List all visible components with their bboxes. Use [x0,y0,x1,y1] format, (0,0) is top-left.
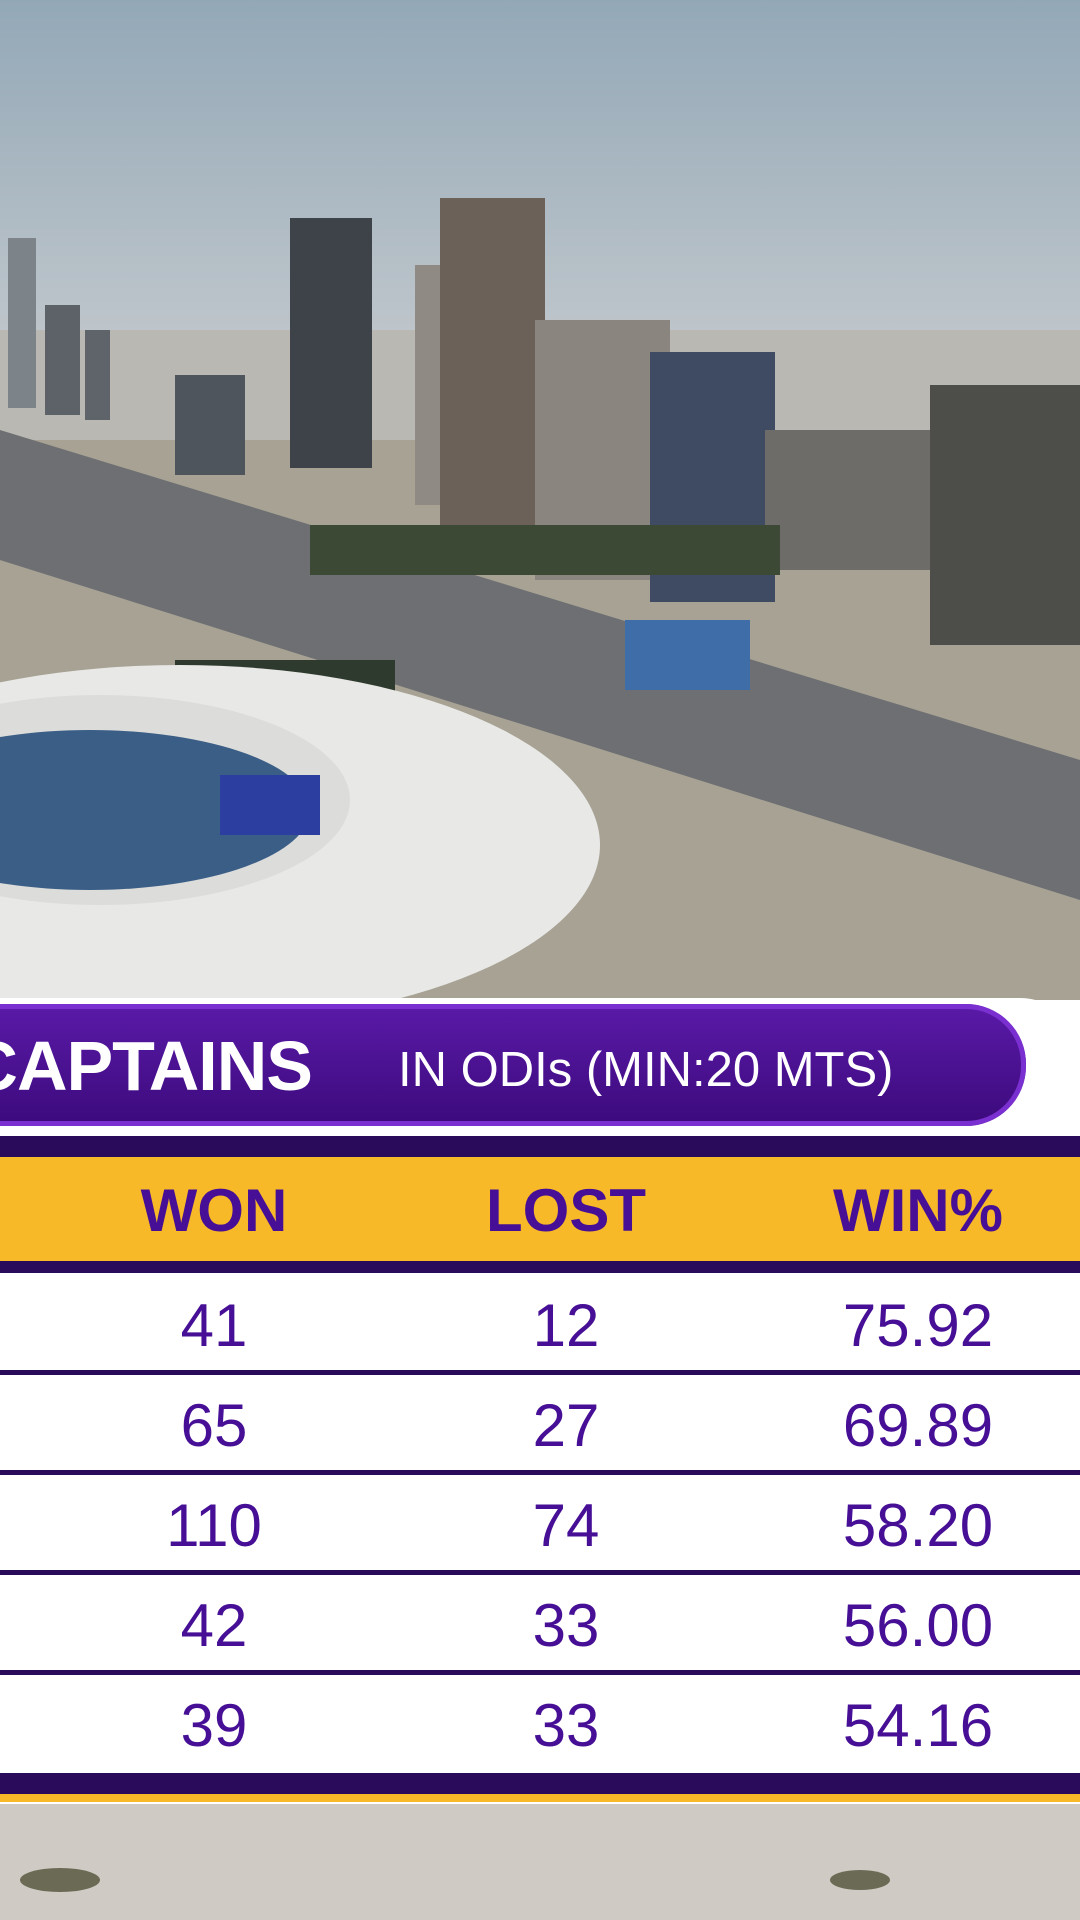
title: CAPTAINS [0,1027,313,1105]
table-cell: 33 [532,1592,600,1659]
row-separator [0,1470,1080,1475]
table-cell: 75.92 [842,1292,994,1359]
row-separator [0,1370,1080,1375]
table-cell: 42 [180,1592,248,1659]
divider [0,1261,1080,1273]
table-cell: 69.89 [842,1392,994,1459]
divider [0,1773,1080,1794]
column-header: WIN% [833,1177,1003,1244]
column-header: WON [140,1177,288,1244]
table-cell: 41 [180,1292,248,1359]
title-banner [0,1004,1026,1126]
table-cell: 33 [532,1692,600,1759]
table-panel [0,998,1080,1804]
divider [0,1136,1080,1157]
table-cell: 74 [532,1492,600,1559]
table-cell: 56.00 [842,1592,994,1659]
row-separator [0,1570,1080,1575]
table-cell: 27 [532,1392,600,1459]
subtitle: IN ODIs (MIN:20 MTS) [398,1043,894,1097]
row-separator [0,1670,1080,1675]
table-cell: 65 [180,1392,248,1459]
table-cell: 110 [166,1492,262,1559]
column-header: LOST [486,1177,646,1244]
table-cell: 54.16 [842,1692,994,1759]
table-cell: 39 [180,1692,248,1759]
accent-line [0,1794,1080,1802]
table-cell: 12 [532,1292,600,1359]
table-cell: 58.20 [842,1492,994,1559]
header-row [0,1157,1080,1261]
